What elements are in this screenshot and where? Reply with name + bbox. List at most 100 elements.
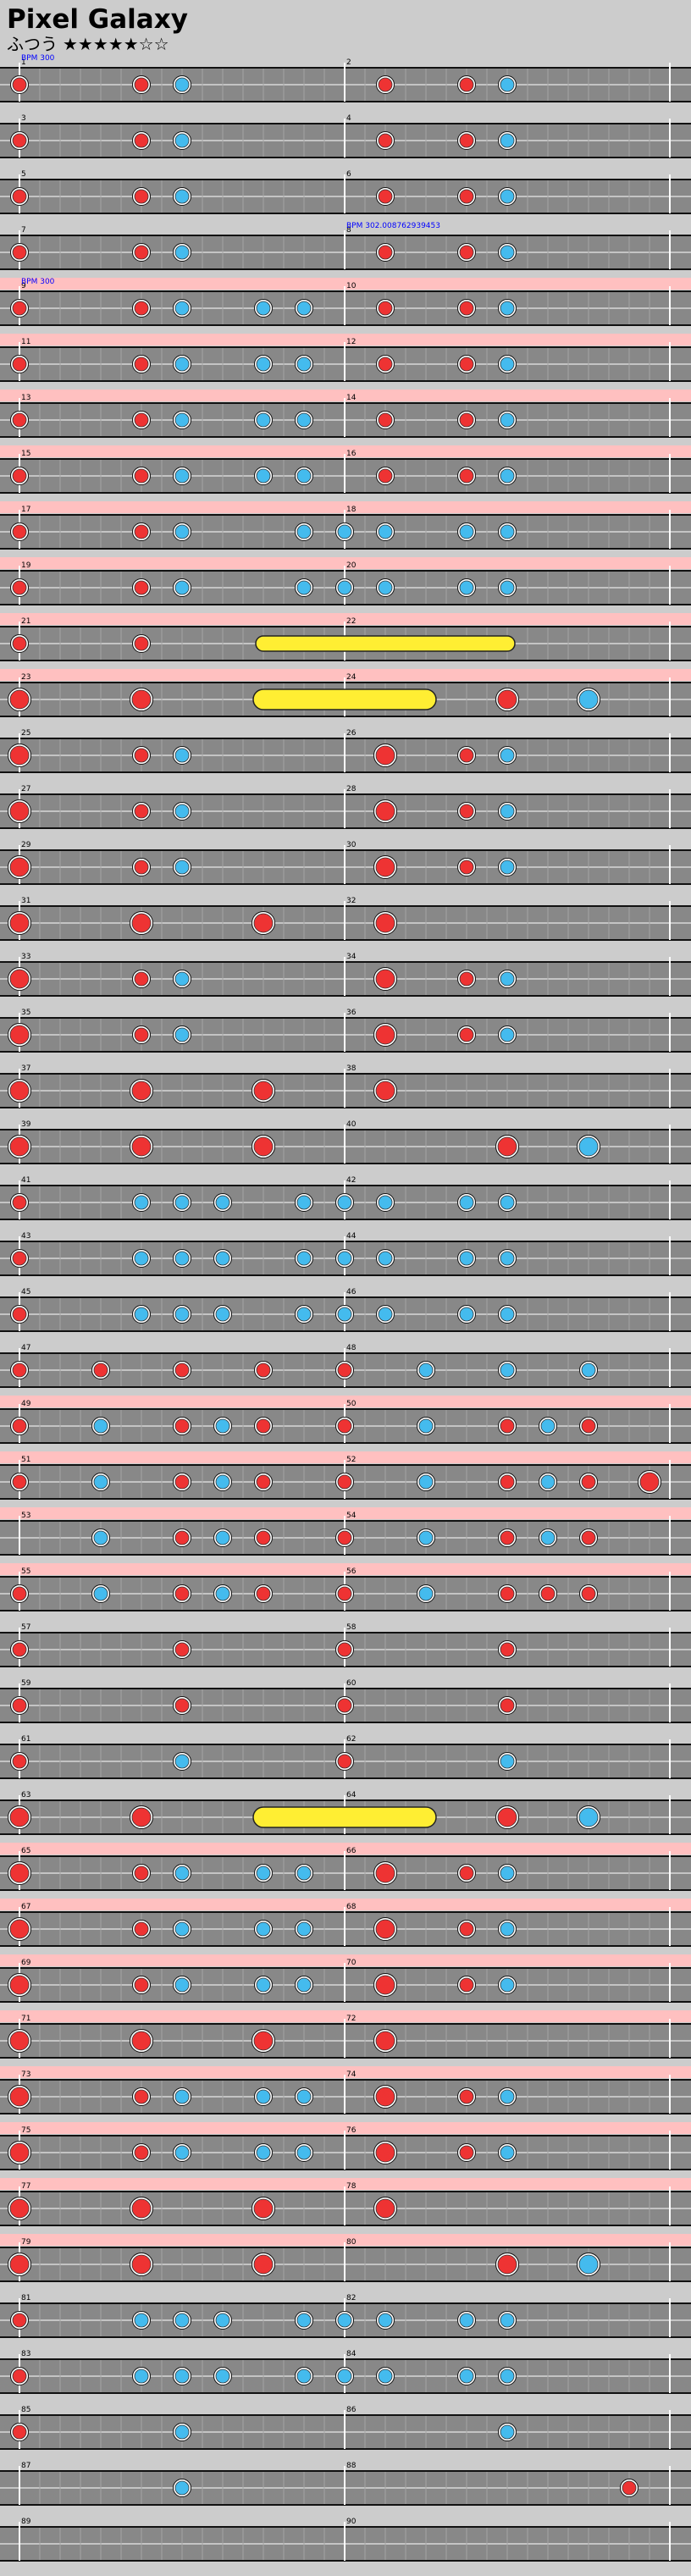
note-face	[296, 1251, 312, 1266]
measure-number: 54	[346, 1512, 357, 1520]
don-note	[8, 855, 31, 879]
measure-number: 59	[21, 1679, 31, 1688]
note-face	[581, 1418, 596, 1434]
note-face	[378, 189, 393, 204]
ka-note	[173, 243, 191, 262]
measure-90: 90	[344, 2518, 671, 2561]
measure-70: 70	[344, 1959, 671, 2002]
note-face	[459, 524, 474, 539]
don-note	[10, 522, 29, 541]
measure-number: 27	[21, 785, 30, 793]
ka-note	[295, 2311, 313, 2330]
note-face	[131, 2254, 152, 2275]
ka-note	[498, 746, 517, 765]
measure-number: 24	[346, 673, 357, 682]
ka-note	[457, 1249, 476, 1268]
note-face	[174, 2089, 190, 2104]
difficulty-label: ふつう	[7, 34, 58, 54]
note-face	[540, 1418, 556, 1434]
note-face	[256, 1921, 271, 1937]
ka-note	[213, 1305, 232, 1324]
note-face	[378, 1307, 393, 1322]
note-face	[12, 1698, 27, 1713]
measure-number: 89	[21, 2518, 31, 2526]
measure-number: 56	[346, 1567, 357, 1576]
gogo-band	[0, 2234, 345, 2246]
measure-number: 13	[21, 394, 30, 402]
note-face	[134, 636, 149, 651]
note-face	[253, 2198, 274, 2219]
note-face	[253, 1081, 274, 1101]
measure-number: 4	[346, 114, 351, 123]
don-note	[579, 1417, 598, 1435]
note-face	[131, 689, 152, 710]
measure-number: 44	[346, 1232, 357, 1241]
note-face	[500, 1754, 515, 1769]
note-face	[500, 2089, 515, 2104]
don-note	[457, 243, 476, 262]
ka-note	[254, 1920, 273, 1938]
ka-note	[539, 1473, 557, 1491]
measure-number: 18	[346, 506, 357, 514]
note-face	[378, 133, 393, 148]
note-face	[497, 689, 517, 710]
note-face	[9, 2198, 30, 2219]
ka-note	[295, 411, 313, 429]
ka-note	[295, 2143, 313, 2162]
note-face	[459, 860, 474, 875]
note-face	[378, 245, 393, 260]
ka-note	[295, 299, 313, 318]
note-face	[256, 1866, 271, 1881]
ka-note	[132, 1305, 151, 1324]
don-note	[457, 355, 476, 373]
ka-note	[173, 1305, 191, 1324]
don-note	[495, 2253, 519, 2276]
bpm-label: BPM 300	[21, 278, 55, 286]
bpm-label: BPM 302.008762939453	[346, 222, 440, 230]
don-note	[10, 2423, 29, 2441]
measure-number: 19	[21, 561, 31, 570]
measure-number: 17	[21, 506, 30, 514]
ka-note	[173, 2311, 191, 2330]
don-note	[579, 1528, 598, 1547]
note-face	[174, 1921, 190, 1937]
note-face	[134, 971, 149, 987]
don-note	[457, 802, 476, 821]
note-face	[459, 2145, 474, 2160]
ka-note	[498, 1193, 517, 1212]
don-note	[132, 1920, 151, 1938]
measure-number: 71	[21, 2015, 30, 2023]
don-note	[252, 2029, 275, 2053]
don-note	[10, 634, 29, 653]
measure-number: 55	[21, 1567, 30, 1576]
ka-note	[539, 1417, 557, 1435]
note-face	[578, 1807, 599, 1827]
note-face	[174, 2145, 190, 2160]
note-face	[500, 1977, 515, 1993]
drumroll-bar	[255, 635, 516, 652]
measure-12: 12	[344, 338, 671, 381]
don-note	[457, 467, 476, 485]
note-face	[581, 1474, 596, 1490]
don-note	[376, 355, 395, 373]
ka-note	[417, 1361, 435, 1379]
note-face	[134, 301, 149, 316]
measure-number: 31	[21, 897, 30, 905]
note-face	[497, 1807, 517, 1827]
note-face	[134, 77, 149, 92]
measure-number: 47	[21, 1344, 30, 1352]
ka-note	[173, 467, 191, 485]
note-face	[256, 2145, 271, 2160]
don-note	[457, 75, 476, 94]
note-face	[253, 1136, 274, 1157]
ka-note	[295, 2367, 313, 2385]
note-face	[296, 1921, 312, 1937]
ka-note	[498, 1864, 517, 1882]
ka-note	[295, 1249, 313, 1268]
ka-note	[457, 1305, 476, 1324]
gogo-band	[345, 1396, 691, 1407]
don-note	[10, 467, 29, 485]
note-face	[253, 2254, 274, 2275]
measure-86: 86	[344, 2406, 671, 2449]
note-face	[93, 1586, 108, 1601]
